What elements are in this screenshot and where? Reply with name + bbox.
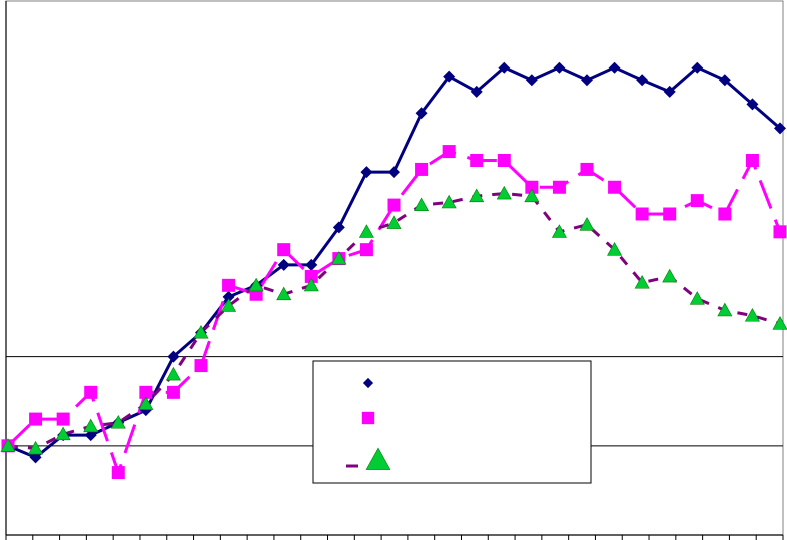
series-3-point xyxy=(662,268,678,283)
series-3-point xyxy=(303,277,319,292)
series-1-point xyxy=(691,61,704,74)
series-2-point xyxy=(773,225,787,239)
series-3-point xyxy=(276,286,292,301)
legend-marker-1 xyxy=(362,377,374,389)
series-2-point xyxy=(277,243,291,257)
series-2-point xyxy=(56,412,70,426)
series-3-point xyxy=(579,217,595,231)
series-3-point xyxy=(0,438,16,452)
series-3-line xyxy=(7,191,781,451)
series-1-point xyxy=(663,85,676,98)
series-2-point xyxy=(718,207,732,221)
series-2-point xyxy=(139,385,153,399)
series-3-point xyxy=(551,224,567,238)
series-3-point xyxy=(386,215,402,229)
legend xyxy=(312,360,592,484)
series-2-point xyxy=(111,466,125,480)
series-3-point xyxy=(441,194,457,209)
series-3-point xyxy=(55,426,71,441)
series-2-point xyxy=(552,180,566,194)
series-2-point xyxy=(166,385,180,399)
series-3-point xyxy=(138,396,154,410)
series-2-point xyxy=(304,269,318,283)
series-2-point xyxy=(608,180,622,194)
series-1-point xyxy=(774,122,786,135)
series-1-point xyxy=(305,258,318,271)
series-3-point xyxy=(248,277,264,292)
series-1-point xyxy=(553,61,566,74)
series-1-point xyxy=(470,85,483,98)
series-2-point xyxy=(415,162,429,176)
series-3-point xyxy=(744,308,760,322)
series-1-point xyxy=(525,74,538,87)
series-3-point xyxy=(496,185,512,200)
series-3-point xyxy=(110,415,126,429)
series-3-point xyxy=(634,275,650,289)
series-3-point xyxy=(83,418,99,433)
series-1-point xyxy=(29,451,42,464)
series-2-point xyxy=(690,194,704,208)
series-3-point xyxy=(607,242,623,256)
series-2-point xyxy=(29,412,43,426)
series-3-point xyxy=(717,302,733,317)
series-1-point xyxy=(84,429,97,442)
series-3-point xyxy=(358,224,374,238)
series-1-point xyxy=(415,107,428,120)
series-2-point xyxy=(359,243,373,257)
series-markers xyxy=(0,61,787,480)
series-2-point xyxy=(470,154,484,167)
series-3-point xyxy=(524,188,540,203)
series-2-point xyxy=(84,385,98,399)
series-2-point xyxy=(194,359,208,373)
legend-marker-3 xyxy=(365,447,391,470)
series-1-point xyxy=(222,290,235,303)
series-2-point xyxy=(580,162,594,176)
series-2-point xyxy=(635,207,649,221)
series-3-point xyxy=(221,298,237,312)
series-1-point xyxy=(388,166,400,179)
series-3-point xyxy=(193,324,209,339)
series-2-point xyxy=(663,207,677,221)
series-1-point xyxy=(498,61,511,74)
series-1-point xyxy=(746,98,759,111)
series-1-point xyxy=(167,350,180,363)
legend-box xyxy=(312,360,592,484)
series-2-point xyxy=(442,145,456,159)
series-3-point xyxy=(28,440,44,455)
series-2-point xyxy=(222,278,236,292)
series-1-point xyxy=(443,70,456,83)
series-1-point xyxy=(277,258,290,271)
series-2-point xyxy=(745,154,759,167)
legend-marker-2 xyxy=(361,411,375,425)
series-1-point xyxy=(608,61,621,74)
series-1-point xyxy=(636,74,649,87)
series-2-point xyxy=(525,180,539,194)
series-1-point xyxy=(718,74,731,87)
series-3-point xyxy=(469,188,485,203)
series-3-point xyxy=(414,197,430,211)
series-1-point xyxy=(360,166,373,179)
series-3-point xyxy=(772,316,787,330)
series-3-point xyxy=(331,250,347,265)
series-2-point xyxy=(497,154,511,167)
series-1-point xyxy=(332,221,345,234)
x-axis-ticks xyxy=(5,535,784,540)
series-2-point xyxy=(387,198,401,212)
series-3-point xyxy=(689,291,705,305)
series-3-point xyxy=(165,366,181,381)
series-1-point xyxy=(581,74,593,87)
